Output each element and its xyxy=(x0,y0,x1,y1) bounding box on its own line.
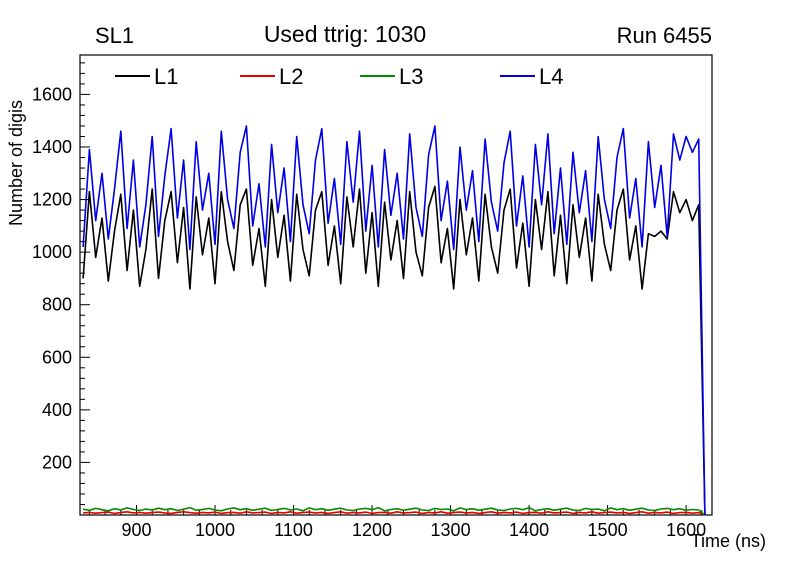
series-line-l2 xyxy=(83,510,706,516)
frame-rect xyxy=(79,54,713,516)
y-axis-title: Number of digis xyxy=(6,100,26,226)
x-tick-label: 1100 xyxy=(274,520,313,540)
legend-label-l1: L1 xyxy=(154,64,178,89)
plot-frame xyxy=(79,54,713,516)
x-tick-label: 1500 xyxy=(588,520,628,540)
axis-ticks: 900 1000 1100 1200 1300 1400 1500 1600 200 400 600… xyxy=(32,62,706,540)
pad-title-right: Run 6455 xyxy=(617,23,712,48)
legend-label-l3: L3 xyxy=(399,64,423,89)
y-tick-label: 1600 xyxy=(32,84,72,104)
y-tick-label: 200 xyxy=(42,452,72,472)
x-tick-label: 1400 xyxy=(509,520,549,540)
legend-label-l4: L4 xyxy=(539,64,563,89)
y-tick-label: 800 xyxy=(42,295,72,315)
y-tick-label: 1000 xyxy=(32,242,72,262)
x-tick-label: 1200 xyxy=(352,520,392,540)
legend: L1 L2 L3 L4 xyxy=(115,64,563,89)
data-series xyxy=(82,125,706,516)
x-axis-title: Time (ns) xyxy=(691,531,766,551)
x-tick-label: 900 xyxy=(122,520,152,540)
y-tick-label: 400 xyxy=(42,400,72,420)
legend-label-l2: L2 xyxy=(279,64,303,89)
pad-title-left: SL1 xyxy=(95,23,134,48)
y-tick-label: 1200 xyxy=(32,190,72,210)
series-line-l3 xyxy=(82,506,706,516)
y-tick-label: 1400 xyxy=(32,137,72,157)
x-tick-label: 1600 xyxy=(666,520,706,540)
y-tick-label: 600 xyxy=(42,347,72,367)
x-tick-label: 1000 xyxy=(195,520,235,540)
series-line-l1 xyxy=(82,185,706,516)
pad-title-center: Used ttrig: 1030 xyxy=(264,21,426,47)
series-line-l4 xyxy=(82,125,706,516)
x-tick-label: 1300 xyxy=(431,520,471,540)
